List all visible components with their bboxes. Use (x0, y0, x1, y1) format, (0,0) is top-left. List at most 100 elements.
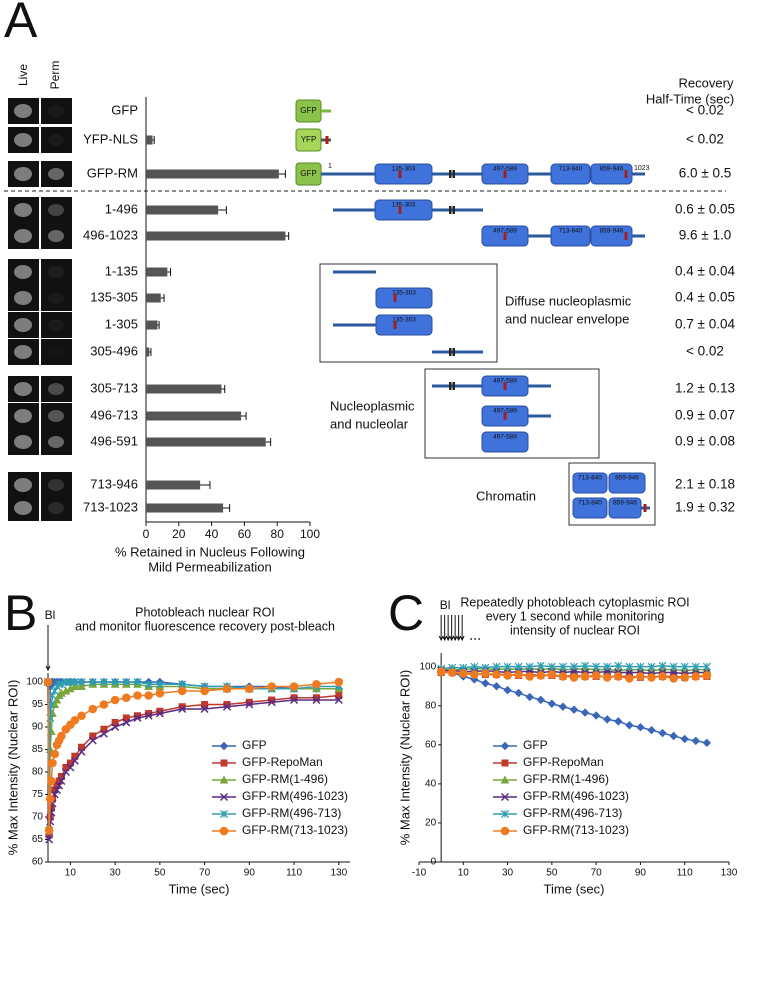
legend-label: GFP-RM(713-1023) (242, 823, 348, 837)
domain (550, 225, 591, 247)
domain-label: 713-840 (578, 500, 602, 507)
error-bar (152, 136, 155, 144)
nucleus (48, 383, 64, 395)
nucleus (48, 168, 64, 180)
marker (636, 672, 645, 681)
marker (570, 662, 578, 671)
marker (245, 700, 254, 709)
bleach-arrow (442, 615, 448, 642)
marker (47, 700, 56, 709)
bleach-arrow (452, 615, 458, 642)
half-time: 0.7 ± 0.04 (675, 317, 735, 332)
marker (525, 672, 535, 681)
marker (334, 677, 344, 687)
panel-label: B (4, 585, 37, 641)
category-label: 1-305 (105, 316, 138, 331)
marker (569, 705, 579, 714)
domain-label: 859-946 (615, 475, 639, 482)
marker (178, 704, 187, 714)
motif (503, 412, 507, 420)
bleach-arrow (45, 625, 51, 672)
bar (146, 411, 242, 421)
marker (289, 682, 299, 691)
nucleus (48, 105, 64, 117)
x-tick-label: 130 (721, 868, 738, 879)
marker (88, 678, 97, 686)
y-tick-label: 75 (32, 789, 44, 800)
domain (590, 163, 633, 185)
marker (514, 688, 523, 698)
thumbnail (41, 339, 72, 365)
x-tick-label: 0 (143, 527, 150, 541)
bar (146, 135, 153, 145)
series-line (47, 681, 339, 827)
nucleus (48, 292, 64, 304)
y-tick-label: 0 (431, 857, 437, 868)
marker (647, 662, 656, 671)
marker (669, 674, 678, 683)
thumbnail (41, 197, 72, 223)
x-tick-label: 30 (110, 868, 122, 879)
motif (503, 170, 507, 178)
marker (99, 729, 108, 738)
nucleus (14, 318, 32, 332)
marker (680, 662, 689, 671)
x-tick-label: 110 (677, 868, 693, 879)
marker (501, 810, 509, 818)
motif (624, 170, 628, 178)
nucleus (14, 203, 32, 217)
series-line (47, 681, 339, 831)
half-time: 0.9 ± 0.07 (675, 408, 735, 423)
panel-label: A (4, 0, 38, 48)
error-bar (278, 170, 286, 178)
marker (503, 662, 512, 671)
domain (375, 314, 433, 336)
category-label: GFP-RM (87, 165, 138, 180)
nucleus (48, 346, 64, 358)
marker (178, 680, 187, 689)
domain (608, 472, 646, 494)
domain (550, 163, 591, 185)
error-bar (265, 438, 272, 446)
marker (77, 711, 86, 721)
marker (52, 785, 61, 795)
half-time: < 0.02 (686, 132, 724, 147)
bleach-arrow (456, 615, 462, 642)
marker (46, 817, 55, 826)
marker (691, 672, 701, 681)
marker (580, 672, 590, 681)
legend-label: GFP-RM(713-1023) (523, 823, 629, 837)
marker (122, 718, 131, 727)
tag-label: GFP (300, 169, 316, 178)
half-time: 1.9 ± 0.32 (675, 500, 735, 515)
marker (48, 758, 57, 768)
marker (602, 673, 612, 682)
marker (219, 775, 229, 784)
chart-title: intensity of nuclear ROI (510, 623, 640, 637)
marker (47, 776, 56, 786)
bar (146, 320, 158, 330)
thumbnail (41, 98, 72, 124)
y-tick-label: 100 (26, 677, 43, 688)
legend-label: GFP-RM(496-1023) (242, 789, 348, 803)
y-tick-label: 80 (425, 700, 437, 711)
category-label: 1-496 (105, 201, 138, 216)
domain-label: 135-303 (392, 317, 416, 324)
category-label: 305-496 (90, 343, 138, 358)
marker (436, 667, 446, 676)
marker (62, 764, 70, 771)
marker (121, 693, 131, 703)
marker (514, 670, 523, 679)
bar (146, 293, 161, 303)
legend-label: GFP (242, 738, 267, 752)
marker (222, 684, 232, 694)
group-box (568, 462, 656, 526)
error-bar (200, 481, 211, 489)
bar (146, 503, 224, 513)
y-tick-label: 40 (425, 779, 437, 790)
marker (458, 669, 468, 678)
nucleus (48, 319, 64, 331)
marker (500, 741, 510, 751)
motif (449, 170, 452, 178)
marker (680, 673, 690, 682)
